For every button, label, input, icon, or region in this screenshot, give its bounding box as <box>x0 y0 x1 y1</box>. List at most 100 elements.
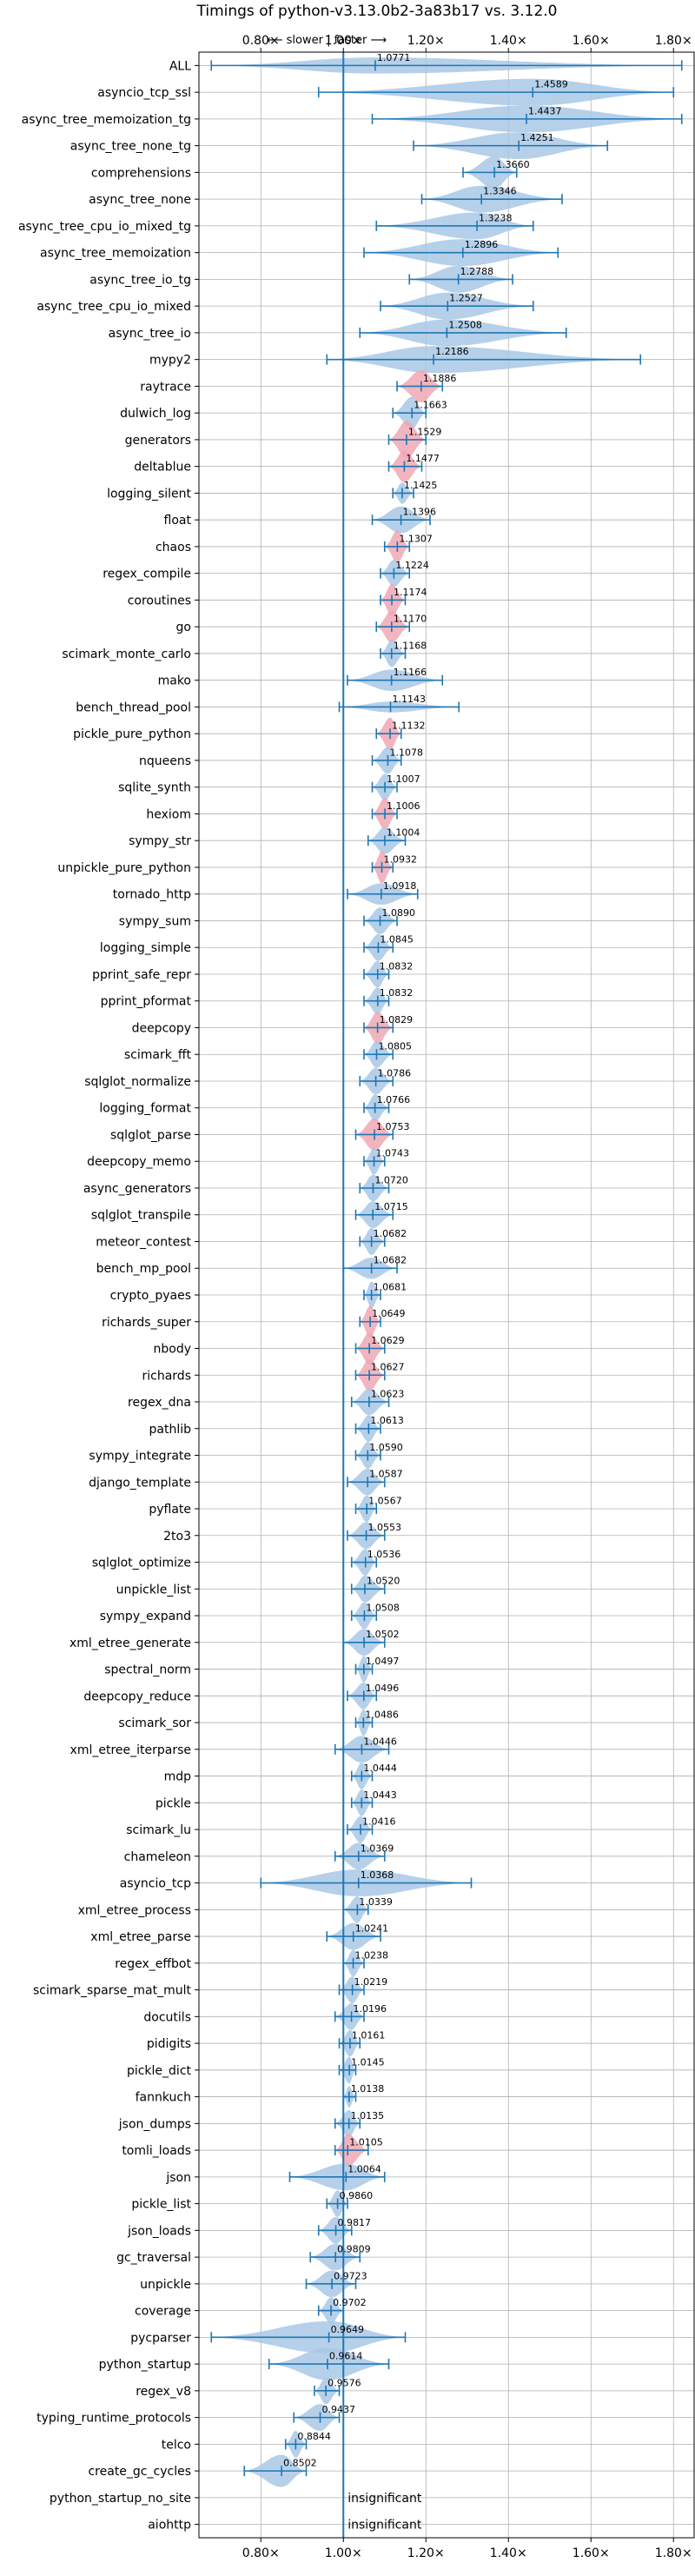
value-label: 1.2508 <box>448 319 482 330</box>
category-label: ALL <box>169 59 191 73</box>
category-label: pathlib <box>149 1423 192 1437</box>
value-label: 1.0135 <box>351 2110 385 2121</box>
category-label: sqlite_synth <box>118 781 191 795</box>
category-label: sympy_integrate <box>89 1450 191 1464</box>
category-label: mypy2 <box>149 354 191 368</box>
category-label: hexiom <box>146 807 191 821</box>
value-label: 1.0918 <box>383 880 417 892</box>
value-label: 1.1224 <box>395 560 429 571</box>
tick-labels: 0.80× 0.80× 1.00× 1.00× 1.20× 1.20× 1.40× 1.40×… <box>195 34 692 2560</box>
x-tick-label-top: 1.60× <box>573 34 610 48</box>
category-label: generators <box>125 434 191 448</box>
value-label: 1.0241 <box>355 1923 389 1935</box>
category-label: scimark_lu <box>126 1823 191 1837</box>
category-label: scimark_sor <box>118 1716 191 1730</box>
value-label: 1.2896 <box>465 239 499 250</box>
category-label: sympy_expand <box>100 1610 191 1623</box>
value-label: 1.0138 <box>351 2083 385 2095</box>
value-label: 1.0613 <box>370 1415 404 1426</box>
category-label: sqlglot_optimize <box>92 1557 191 1570</box>
category-label: spectral_norm <box>104 1663 191 1677</box>
category-label: scimark_fft <box>124 1048 192 1062</box>
value-label: 1.1078 <box>389 747 423 758</box>
x-tick-label-bottom: 1.40× <box>490 2546 527 2560</box>
value-label: 1.2527 <box>449 293 483 304</box>
value-label: 1.0805 <box>378 1041 412 1052</box>
category-label: xml_etree_parse <box>90 1930 191 1944</box>
category-label: fannkuch <box>136 2091 191 2105</box>
insignificant-label: insignificant <box>348 2492 422 2506</box>
value-label: 0.8844 <box>297 2431 331 2442</box>
value-label: 1.0629 <box>371 1335 405 1346</box>
value-label: 1.0932 <box>384 853 418 865</box>
category-label: deepcopy <box>132 1021 191 1035</box>
category-label: crypto_pyaes <box>110 1289 191 1303</box>
value-label: 1.0627 <box>371 1362 405 1373</box>
value-label: 1.1166 <box>394 667 427 678</box>
value-label: 0.9649 <box>331 2324 365 2335</box>
value-label: 1.0238 <box>355 1949 389 1961</box>
x-tick-label-bottom: 0.80× <box>242 2546 280 2560</box>
category-label: sqlglot_parse <box>110 1128 191 1142</box>
value-label: 0.9576 <box>328 2377 361 2388</box>
category-label: richards_super <box>102 1316 191 1330</box>
category-label: sqlglot_normalize <box>84 1075 191 1089</box>
category-label: unpickle_pure_python <box>57 861 191 875</box>
range-bars <box>210 60 683 2477</box>
value-label: 1.1477 <box>406 453 440 464</box>
category-label: regex_compile <box>103 568 191 581</box>
value-label: 1.0496 <box>366 1683 400 1694</box>
value-label: 1.0829 <box>380 1014 414 1026</box>
value-label: 1.1174 <box>394 587 427 598</box>
category-label: pickle_pure_python <box>73 727 191 741</box>
value-label: 0.9723 <box>334 2270 367 2281</box>
category-label: deepcopy_memo <box>87 1155 191 1169</box>
category-label: async_tree_cpu_io_mixed <box>36 300 191 314</box>
value-label: 0.9702 <box>333 2297 367 2308</box>
category-label: go <box>176 621 191 634</box>
value-label: 1.1007 <box>387 773 420 785</box>
value-label: 1.0720 <box>374 1174 408 1185</box>
value-label: 1.1170 <box>394 614 427 625</box>
category-label: pickle_dict <box>127 2064 192 2078</box>
category-label: coverage <box>135 2305 191 2319</box>
category-label: sqlglot_transpile <box>91 1209 191 1223</box>
value-label: 1.1168 <box>394 640 427 651</box>
direction-note: ⟵ slower | faster ⟶ <box>267 34 387 47</box>
category-label: scimark_sparse_mat_mult <box>33 1984 191 1998</box>
value-label: 1.0766 <box>377 1094 411 1105</box>
value-label: 1.0443 <box>363 1789 397 1801</box>
category-labels: ALL asyncio_tcp_ssl async_tree_memoization… <box>18 59 192 2532</box>
category-label: pprint_safe_repr <box>92 968 191 982</box>
value-label: 1.1006 <box>387 800 420 812</box>
category-label: async_tree_none_tg <box>70 140 191 154</box>
value-label: 1.0553 <box>368 1522 402 1533</box>
category-label: nqueens <box>139 754 191 768</box>
category-label: json_dumps <box>118 2117 191 2131</box>
category-label: comprehensions <box>91 166 191 180</box>
category-label: chaos <box>156 541 191 554</box>
value-label: 1.0497 <box>366 1656 400 1667</box>
category-label: sympy_sum <box>119 914 191 928</box>
category-label: chameleon <box>124 1850 191 1864</box>
category-label: asyncio_tcp <box>120 1877 191 1891</box>
value-label: 0.9817 <box>338 2217 372 2228</box>
value-label: 1.0753 <box>376 1121 410 1132</box>
value-label: 1.0536 <box>367 1549 401 1560</box>
value-label: 1.1663 <box>414 400 447 411</box>
category-label: typing_runtime_protocols <box>36 2412 191 2426</box>
category-label: deepcopy_reduce <box>83 1690 191 1703</box>
category-label: pidigits <box>147 2037 191 2051</box>
category-label: tomli_loads <box>122 2144 191 2158</box>
category-label: async_generators <box>83 1182 191 1196</box>
category-label: gc_traversal <box>116 2251 191 2265</box>
category-label: async_tree_cpu_io_mixed_tg <box>18 220 191 234</box>
x-tick-label-bottom: 1.00× <box>325 2546 362 2560</box>
value-label: 1.3238 <box>479 212 513 223</box>
value-label: 1.1143 <box>393 694 427 705</box>
category-label: regex_dna <box>128 1396 191 1410</box>
value-label: 1.1425 <box>404 480 438 491</box>
value-label: 1.0587 <box>369 1469 403 1480</box>
